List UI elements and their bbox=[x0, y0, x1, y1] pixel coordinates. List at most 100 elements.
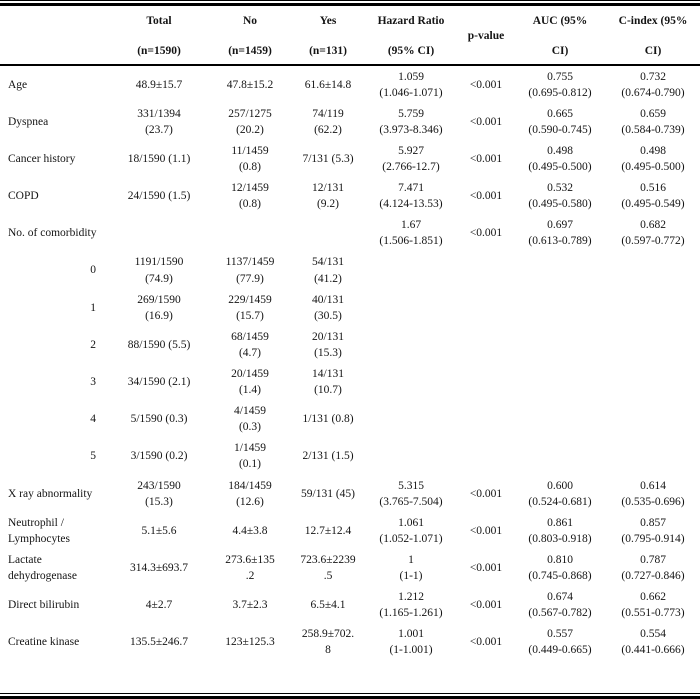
hazard-ratio-ci: (3.973-8.346) bbox=[379, 123, 443, 136]
cell-yes: 6.5±4.1 bbox=[310, 599, 346, 612]
hazard-ratio-estimate: 5.315 bbox=[398, 479, 424, 492]
cell-auc bbox=[514, 438, 606, 475]
cell-hazard-ratio bbox=[364, 438, 458, 475]
top-rule-thick bbox=[0, 3, 700, 6]
table-row: 0 1191/1590 (74.9) 1137/1459 (77.9) 54/1… bbox=[0, 252, 700, 289]
hazard-ratio-ci: (1-1) bbox=[399, 570, 423, 583]
cell-p-value bbox=[458, 401, 514, 438]
c-index-estimate: 0.682 bbox=[640, 219, 666, 232]
cell-c-index: 0.682 (0.597-0.772) bbox=[606, 215, 700, 252]
auc-estimate: 0.861 bbox=[547, 516, 573, 529]
auc-ci: (0.495-0.500) bbox=[528, 160, 592, 173]
cell-c-index: 0.732 (0.674-0.790) bbox=[606, 65, 700, 103]
auc-estimate: 0.498 bbox=[547, 144, 573, 157]
row-label: Neutrophil / Lymphocytes bbox=[8, 516, 70, 545]
cell-no: 1/1459 (0.1) bbox=[234, 442, 266, 471]
cell-hazard-ratio: 7.471 (4.124-13.53) bbox=[364, 178, 458, 215]
table-row: 2 88/1590 (5.5) 68/1459 (4.7) 20/131 (15… bbox=[0, 326, 700, 363]
row-label: COPD bbox=[8, 190, 39, 203]
cell-hazard-ratio: 1.212 (1.165-1.261) bbox=[364, 587, 458, 624]
cell-no: 273.6±135.2 bbox=[225, 553, 275, 583]
c-index-estimate: 0.498 bbox=[640, 144, 666, 157]
cell-hazard-ratio: 5.759 (3.973-8.346) bbox=[364, 103, 458, 140]
cell-auc: 0.674 (0.567-0.782) bbox=[514, 587, 606, 624]
cell-yes: 7/131 (5.3) bbox=[302, 152, 354, 165]
row-label: 3 bbox=[90, 376, 96, 389]
hazard-ratio-estimate: 1.001 bbox=[398, 628, 424, 641]
table-row: Cancer history 18/1590 (1.1) 11/1459 (0.… bbox=[0, 140, 700, 177]
auc-ci: (0.590-0.745) bbox=[528, 123, 592, 136]
auc-estimate: 0.665 bbox=[547, 107, 573, 120]
cell-auc: 0.697 (0.613-0.789) bbox=[514, 215, 606, 252]
row-label: 2 bbox=[90, 338, 96, 351]
table-row: Creatine kinase 135.5±246.7 123±125.3 25… bbox=[0, 624, 700, 661]
cell-hazard-ratio bbox=[364, 326, 458, 363]
auc-estimate: 0.810 bbox=[547, 553, 573, 566]
cell-total: 18/1590 (1.1) bbox=[127, 152, 191, 165]
c-index-estimate: 0.787 bbox=[640, 553, 666, 566]
c-index-ci: (0.584-0.739) bbox=[621, 123, 685, 136]
cell-no bbox=[208, 215, 292, 252]
cell-hazard-ratio: 1.059 (1.046-1.071) bbox=[364, 65, 458, 103]
table-row: X ray abnormality 243/1590 (15.3) 184/14… bbox=[0, 475, 700, 512]
row-label: 5 bbox=[90, 450, 96, 463]
cell-no: 47.8±15.2 bbox=[226, 78, 274, 91]
header-yes: Yes (n=131) bbox=[292, 6, 364, 66]
cell-auc: 0.810 (0.745-0.868) bbox=[514, 549, 606, 586]
hazard-ratio-estimate: 5.927 bbox=[398, 144, 424, 157]
table-row: Age 48.9±15.7 47.8±15.2 61.6±14.8 1.059 … bbox=[0, 65, 700, 103]
cell-no: 184/1459 (12.6) bbox=[228, 479, 272, 508]
c-index-estimate: 0.662 bbox=[640, 591, 666, 604]
cell-yes: 61.6±14.8 bbox=[304, 78, 352, 91]
header-hazard-line2: (95% CI) bbox=[387, 45, 435, 57]
c-index-estimate: 0.554 bbox=[640, 628, 666, 641]
cell-auc bbox=[514, 401, 606, 438]
cell-c-index: 0.614 (0.535-0.696) bbox=[606, 475, 700, 512]
cell-no: 20/1459 (1.4) bbox=[231, 368, 269, 397]
hazard-ratio-ci: (3.765-7.504) bbox=[379, 495, 443, 508]
cell-p-value: <0.001 bbox=[469, 487, 503, 500]
row-label: No. of comorbidity bbox=[8, 227, 97, 240]
cell-c-index bbox=[606, 401, 700, 438]
cell-no: 257/1275 (20.2) bbox=[228, 107, 272, 136]
auc-ci: (0.449-0.665) bbox=[528, 644, 592, 657]
c-index-ci: (0.597-0.772) bbox=[621, 235, 685, 248]
auc-ci: (0.745-0.868) bbox=[528, 570, 592, 583]
cell-auc bbox=[514, 252, 606, 289]
header-total: Total (n=1590) bbox=[110, 6, 208, 66]
cell-no: 1137/1459 (77.9) bbox=[225, 256, 275, 285]
cell-total: 5/1590 (0.3) bbox=[130, 413, 188, 426]
cell-yes: 20/131 (15.3) bbox=[312, 330, 344, 359]
cell-total: 5.1±5.6 bbox=[141, 524, 177, 537]
table-row: Direct bilirubin 4±2.7 3.7±2.3 6.5±4.1 1… bbox=[0, 587, 700, 624]
cell-total: 314.3±693.7 bbox=[129, 561, 189, 574]
cell-auc bbox=[514, 326, 606, 363]
cell-hazard-ratio bbox=[364, 289, 458, 326]
row-label: 1 bbox=[90, 301, 96, 314]
cell-auc: 0.557 (0.449-0.665) bbox=[514, 624, 606, 661]
c-index-estimate: 0.659 bbox=[640, 107, 666, 120]
cell-no: 12/1459 (0.8) bbox=[231, 182, 269, 211]
cell-hazard-ratio: 1.001 (1-1.001) bbox=[364, 624, 458, 661]
cell-auc: 0.665 (0.590-0.745) bbox=[514, 103, 606, 140]
c-index-ci: (0.674-0.790) bbox=[621, 86, 685, 99]
header-c-index-line1: C-index (95% bbox=[618, 15, 688, 27]
row-label: 0 bbox=[90, 264, 96, 277]
cell-yes: 12.7±12.4 bbox=[304, 524, 352, 537]
auc-estimate: 0.532 bbox=[547, 182, 573, 195]
cell-p-value: <0.001 bbox=[469, 636, 503, 649]
c-index-estimate: 0.614 bbox=[640, 479, 666, 492]
header-yes-line2: (n=131) bbox=[309, 45, 347, 57]
table-row: COPD 24/1590 (1.5) 12/1459 (0.8) 12/131 … bbox=[0, 178, 700, 215]
cell-c-index: 0.662 (0.551-0.773) bbox=[606, 587, 700, 624]
cell-total: 34/1590 (2.1) bbox=[127, 376, 191, 389]
auc-ci: (0.524-0.681) bbox=[528, 495, 592, 508]
cell-c-index: 0.498 (0.495-0.500) bbox=[606, 140, 700, 177]
header-c-index: C-index (95% CI) bbox=[606, 6, 700, 66]
table-row: 3 34/1590 (2.1) 20/1459 (1.4) 14/131 (10… bbox=[0, 364, 700, 401]
cell-p-value bbox=[458, 289, 514, 326]
cell-c-index bbox=[606, 252, 700, 289]
hazard-ratio-estimate: 5.759 bbox=[398, 107, 424, 120]
c-index-ci: (0.727-0.846) bbox=[621, 570, 685, 583]
cell-auc bbox=[514, 364, 606, 401]
